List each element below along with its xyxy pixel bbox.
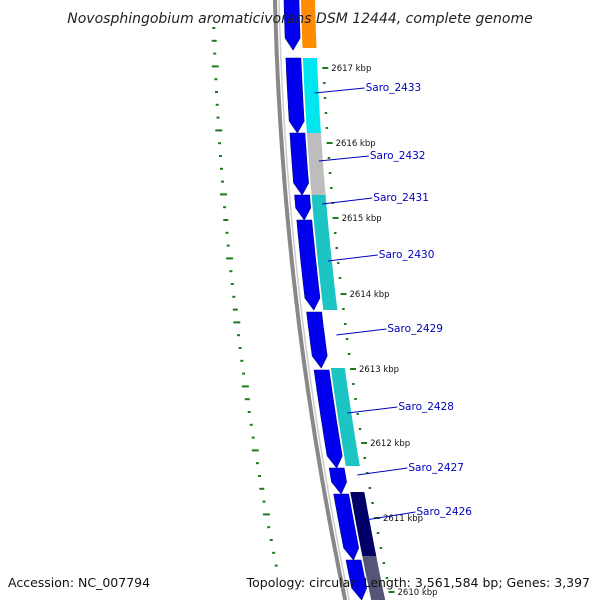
gc-skew-track [211, 27, 278, 567]
cds-arrow [294, 194, 312, 221]
gene-label-saro_2433[interactable]: Saro_2433 [366, 82, 422, 94]
kbp-tick-label: 2611 kbp [383, 514, 423, 524]
gene-label-leader [365, 511, 416, 521]
cds-arrow [283, 0, 301, 51]
genome-backbone [273, 0, 348, 600]
genome-title: Novosphingobium aromaticivorans DSM 1244… [67, 11, 532, 27]
gene-label-leader [327, 254, 378, 262]
cds-arrow [333, 493, 360, 561]
kbp-tick-label: 2610 kbp [398, 588, 438, 598]
cds-arrow [285, 57, 305, 134]
cds-arrow [328, 467, 347, 495]
gene-label-leader [322, 197, 373, 205]
genome-summary-text: Topology: circular; Length: 3,561,584 bp… [246, 575, 590, 590]
kbp-tick-label: 2612 kbp [370, 439, 410, 449]
ortholog-block [330, 368, 360, 466]
gene-label-leader [347, 406, 398, 414]
kbp-tick-label: 2617 kbp [331, 64, 371, 74]
cds-track [283, 0, 368, 600]
cds-arrow [306, 311, 328, 369]
gene-label-saro_2427[interactable]: Saro_2427 [408, 462, 464, 474]
kbp-tick-label: 2614 kbp [350, 290, 390, 300]
backbone-track [273, 0, 350, 600]
gene-label-saro_2426[interactable]: Saro_2426 [416, 506, 472, 518]
gene-label-leader [357, 467, 408, 476]
kbp-tick-label: 2613 kbp [359, 365, 399, 375]
gene-label-saro_2428[interactable]: Saro_2428 [398, 401, 454, 413]
ortholog-block [362, 556, 386, 600]
gene-label-saro_2432[interactable]: Saro_2432 [370, 150, 426, 162]
ortholog-track [301, 0, 386, 600]
ortholog-block [350, 492, 377, 556]
genome-backbone-inner [278, 0, 350, 600]
cds-arrow [313, 369, 343, 469]
ortholog-block [311, 195, 338, 310]
ortholog-block [301, 0, 317, 48]
gene-label-saro_2429[interactable]: Saro_2429 [387, 323, 443, 335]
gene-label-saro_2430[interactable]: Saro_2430 [379, 249, 435, 261]
kbp-tick-label: 2616 kbp [336, 139, 376, 149]
kbp-tick-label: 2615 kbp [342, 214, 382, 224]
ortholog-block [306, 133, 326, 195]
gene-label-saro_2431[interactable]: Saro_2431 [373, 192, 429, 204]
kbp-tick-track: 2617 kbp 2616 kbp 2615 kbp 2614 kbp 2613 kbp… [322, 64, 438, 598]
gene-label-track: Saro_2433 Saro_2432 Saro_2431 Saro_2430 Saro… [314, 82, 472, 521]
gene-label-leader [336, 328, 387, 336]
cds-arrow [345, 559, 368, 600]
gene-label-leader [314, 87, 365, 94]
cds-arrow [296, 219, 321, 311]
ortholog-block [302, 58, 321, 133]
gene-label-leader [318, 155, 369, 162]
accession-text: Accession: NC_007794 [8, 575, 150, 590]
cds-arrow [289, 132, 309, 196]
